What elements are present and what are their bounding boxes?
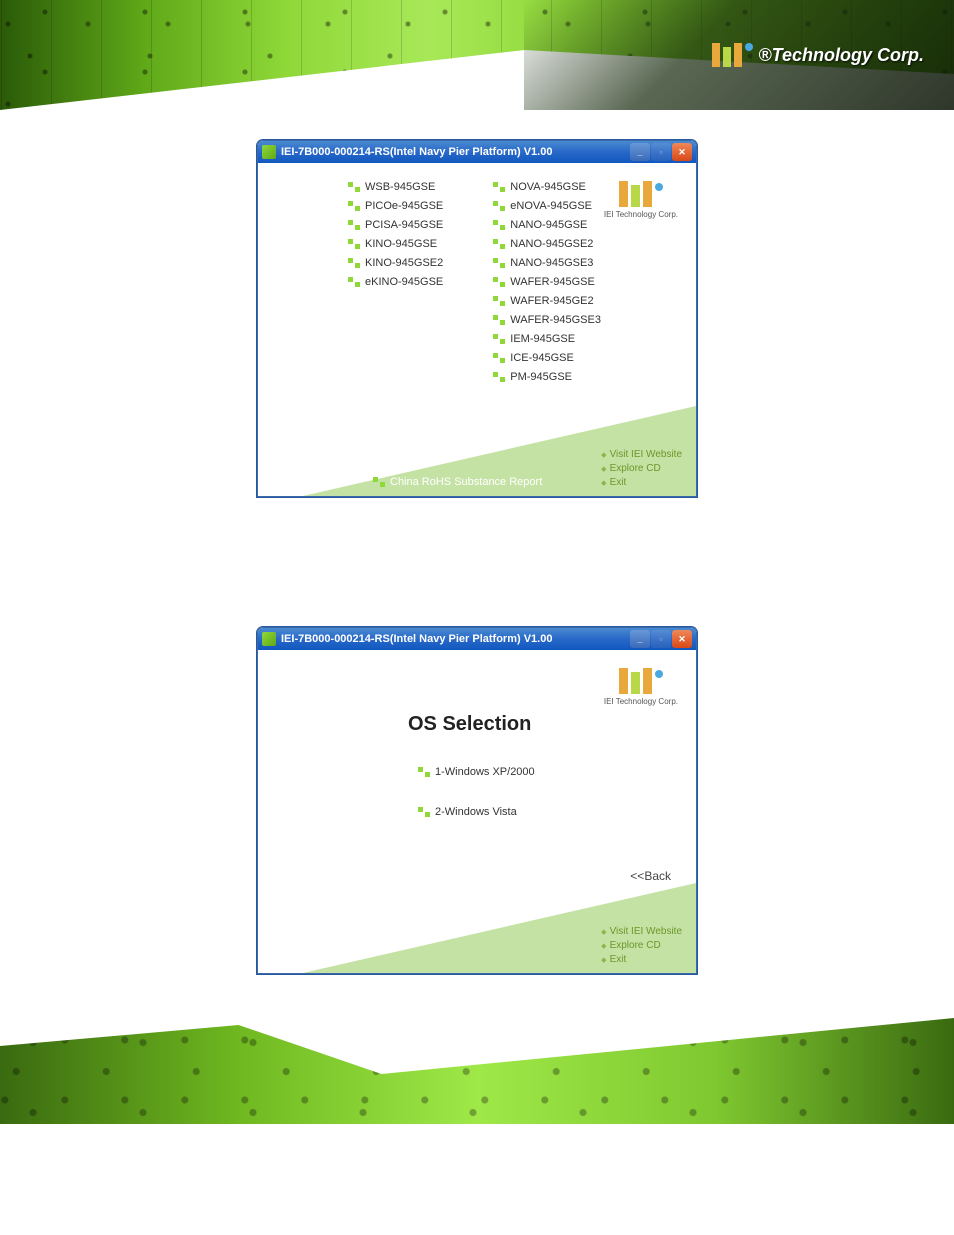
bullet-icon bbox=[493, 182, 505, 192]
bullet-icon bbox=[493, 334, 505, 344]
bullet-icon bbox=[493, 353, 505, 363]
bullet-icon bbox=[373, 477, 385, 487]
item-label: NANO-945GSE bbox=[510, 219, 587, 231]
item-label: NANO-945GSE2 bbox=[510, 238, 593, 250]
product-item[interactable]: KINO-945GSE2 bbox=[348, 257, 443, 269]
os-selection-window: IEI-7B000-000214-RS(Intel Navy Pier Plat… bbox=[257, 627, 697, 974]
item-label: WAFER-945GSE3 bbox=[510, 314, 601, 326]
bullet-icon bbox=[348, 201, 360, 211]
logo-caption: IEI Technology Corp. bbox=[604, 697, 678, 706]
window-body: IEI Technology Corp. WSB-945GSE PICOe-945… bbox=[258, 163, 696, 496]
logo-corner: IEI Technology Corp. bbox=[604, 181, 678, 219]
product-item[interactable]: NOVA-945GSE bbox=[493, 181, 601, 193]
titlebar[interactable]: IEI-7B000-000214-RS(Intel Navy Pier Plat… bbox=[258, 628, 696, 650]
item-label: IEM-945GSE bbox=[510, 333, 575, 345]
item-label: WSB-945GSE bbox=[365, 181, 435, 193]
side-link[interactable]: Explore CD bbox=[601, 463, 682, 474]
product-item[interactable]: WAFER-945GSE bbox=[493, 276, 601, 288]
bullet-icon bbox=[348, 182, 360, 192]
logo-caption: IEI Technology Corp. bbox=[604, 210, 678, 219]
window-body: IEI Technology Corp. OS Selection 1-Wind… bbox=[258, 650, 696, 973]
rohs-label: China RoHS Substance Report bbox=[390, 476, 542, 488]
product-item[interactable]: NANO-945GSE3 bbox=[493, 257, 601, 269]
item-label: eKINO-945GSE bbox=[365, 276, 443, 288]
driver-selection-window: IEI-7B000-000214-RS(Intel Navy Pier Plat… bbox=[257, 140, 697, 497]
header-pcb-banner: ®Technology Corp. bbox=[0, 0, 954, 110]
rohs-link[interactable]: China RoHS Substance Report bbox=[373, 476, 542, 488]
product-item[interactable]: NANO-945GSE2 bbox=[493, 238, 601, 250]
item-label: KINO-945GSE bbox=[365, 238, 437, 250]
side-link[interactable]: Exit bbox=[601, 954, 682, 965]
bullet-icon bbox=[348, 239, 360, 249]
bullet-icon bbox=[348, 277, 360, 287]
item-label: PCISA-945GSE bbox=[365, 219, 443, 231]
product-item[interactable]: NANO-945GSE bbox=[493, 219, 601, 231]
product-item[interactable]: KINO-945GSE bbox=[348, 238, 443, 250]
side-link[interactable]: Exit bbox=[601, 477, 682, 488]
item-label: 2-Windows Vista bbox=[435, 806, 517, 818]
item-label: WAFER-945GSE bbox=[510, 276, 595, 288]
bullet-icon bbox=[493, 372, 505, 382]
bullet-icon bbox=[493, 201, 505, 211]
bullet-icon bbox=[493, 239, 505, 249]
product-item[interactable]: PICOe-945GSE bbox=[348, 200, 443, 212]
product-item[interactable]: WAFER-945GSE3 bbox=[493, 314, 601, 326]
bullet-icon bbox=[348, 220, 360, 230]
bullet-icon bbox=[418, 767, 430, 777]
bullet-icon bbox=[418, 807, 430, 817]
bullet-icon bbox=[493, 296, 505, 306]
os-selection-heading: OS Selection bbox=[408, 713, 676, 736]
product-item[interactable]: PM-945GSE bbox=[493, 371, 601, 383]
item-label: NOVA-945GSE bbox=[510, 181, 586, 193]
bullet-icon bbox=[493, 315, 505, 325]
minimize-button[interactable]: _ bbox=[630, 630, 650, 648]
iei-logo-icon bbox=[604, 181, 678, 207]
item-label: WAFER-945GE2 bbox=[510, 295, 593, 307]
item-label: NANO-945GSE3 bbox=[510, 257, 593, 269]
product-item[interactable]: WAFER-945GE2 bbox=[493, 295, 601, 307]
product-item[interactable]: 2-Windows Vista bbox=[418, 806, 676, 818]
back-link[interactable]: <<Back bbox=[630, 869, 671, 883]
product-item[interactable]: ICE-945GSE bbox=[493, 352, 601, 364]
window-icon bbox=[262, 632, 276, 646]
window-icon bbox=[262, 145, 276, 159]
item-label: KINO-945GSE2 bbox=[365, 257, 443, 269]
product-item[interactable]: PCISA-945GSE bbox=[348, 219, 443, 231]
maximize-button: ▫ bbox=[651, 143, 671, 161]
bullet-icon bbox=[493, 277, 505, 287]
side-link[interactable]: Explore CD bbox=[601, 940, 682, 951]
side-link[interactable]: Visit IEI Website bbox=[601, 926, 682, 937]
window-title: IEI-7B000-000214-RS(Intel Navy Pier Plat… bbox=[281, 633, 630, 645]
company-name: ®Technology Corp. bbox=[758, 45, 924, 66]
bullet-icon bbox=[493, 258, 505, 268]
item-label: 1-Windows XP/2000 bbox=[435, 766, 535, 778]
item-label: PICOe-945GSE bbox=[365, 200, 443, 212]
maximize-button: ▫ bbox=[651, 630, 671, 648]
bullet-icon bbox=[493, 220, 505, 230]
iei-logo-icon bbox=[712, 43, 753, 67]
titlebar[interactable]: IEI-7B000-000214-RS(Intel Navy Pier Plat… bbox=[258, 141, 696, 163]
minimize-button[interactable]: _ bbox=[630, 143, 650, 161]
product-item[interactable]: WSB-945GSE bbox=[348, 181, 443, 193]
product-item[interactable]: 1-Windows XP/2000 bbox=[418, 766, 676, 778]
bullet-icon bbox=[348, 258, 360, 268]
item-label: eNOVA-945GSE bbox=[510, 200, 592, 212]
product-item[interactable]: eKINO-945GSE bbox=[348, 276, 443, 288]
product-item[interactable]: eNOVA-945GSE bbox=[493, 200, 601, 212]
item-label: ICE-945GSE bbox=[510, 352, 574, 364]
footer-pcb-banner bbox=[0, 1004, 954, 1124]
close-button[interactable]: ✕ bbox=[672, 630, 692, 648]
logo-corner: IEI Technology Corp. bbox=[604, 668, 678, 706]
iei-logo-icon bbox=[604, 668, 678, 694]
window-title: IEI-7B000-000214-RS(Intel Navy Pier Plat… bbox=[281, 146, 630, 158]
close-button[interactable]: ✕ bbox=[672, 143, 692, 161]
side-link[interactable]: Visit IEI Website bbox=[601, 449, 682, 460]
item-label: PM-945GSE bbox=[510, 371, 572, 383]
header-overlay: ®Technology Corp. bbox=[524, 0, 954, 110]
product-item[interactable]: IEM-945GSE bbox=[493, 333, 601, 345]
